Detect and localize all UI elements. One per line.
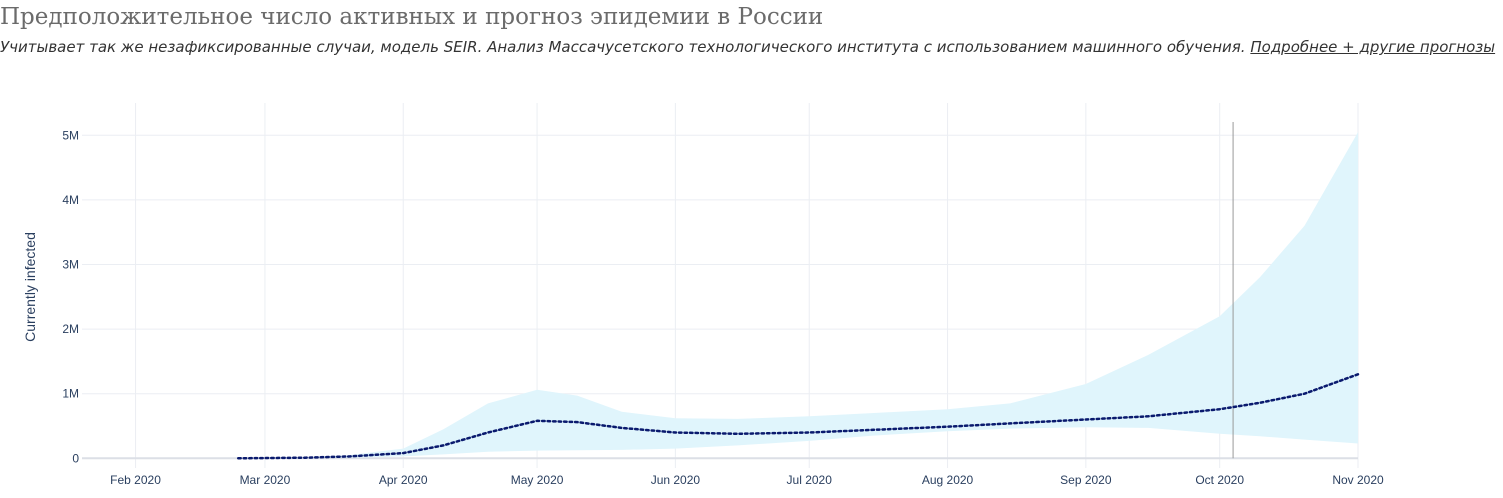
y-tick-label: 3M xyxy=(62,258,79,272)
estimate-series-line xyxy=(236,373,1360,460)
confidence-band xyxy=(238,132,1359,459)
x-tick-label: Aug 2020 xyxy=(922,473,974,487)
band-area xyxy=(238,132,1359,459)
x-axis-ticks: Feb 2020 Mar 2020 Apr 2020 May 2020 Jun 2020… xyxy=(110,473,1384,487)
y-axis-label: Currently infected xyxy=(22,232,38,342)
y-axis-ticks: 0 1M 2M 3M 4M 5M xyxy=(62,128,79,465)
y-tick-label: 4M xyxy=(62,193,79,207)
y-tick-label: 1M xyxy=(62,387,79,401)
x-tick-label: Sep 2020 xyxy=(1060,473,1112,487)
chart-subtitle: Учитывает так же незафиксированные случа… xyxy=(0,38,1495,56)
x-tick-label: Jun 2020 xyxy=(651,473,701,487)
x-tick-label: Mar 2020 xyxy=(240,473,291,487)
x-tick-label: Jul 2020 xyxy=(787,473,833,487)
chart-title: Предположительное число активных и прогн… xyxy=(0,4,824,30)
x-tick-label: Feb 2020 xyxy=(110,473,161,487)
more-forecasts-link[interactable]: Подробнее + другие прогнозы xyxy=(1250,38,1496,56)
x-tick-label: Oct 2020 xyxy=(1195,473,1244,487)
x-tick-label: Nov 2020 xyxy=(1332,473,1384,487)
x-tick-label: May 2020 xyxy=(511,473,564,487)
y-tick-label: 0 xyxy=(72,451,79,465)
x-tick-label: Apr 2020 xyxy=(379,473,428,487)
estimate-line xyxy=(236,373,1360,460)
subtitle-text: Учитывает так же незафиксированные случа… xyxy=(0,38,1246,56)
y-tick-label: 5M xyxy=(62,128,79,142)
y-tick-label: 2M xyxy=(62,322,79,336)
